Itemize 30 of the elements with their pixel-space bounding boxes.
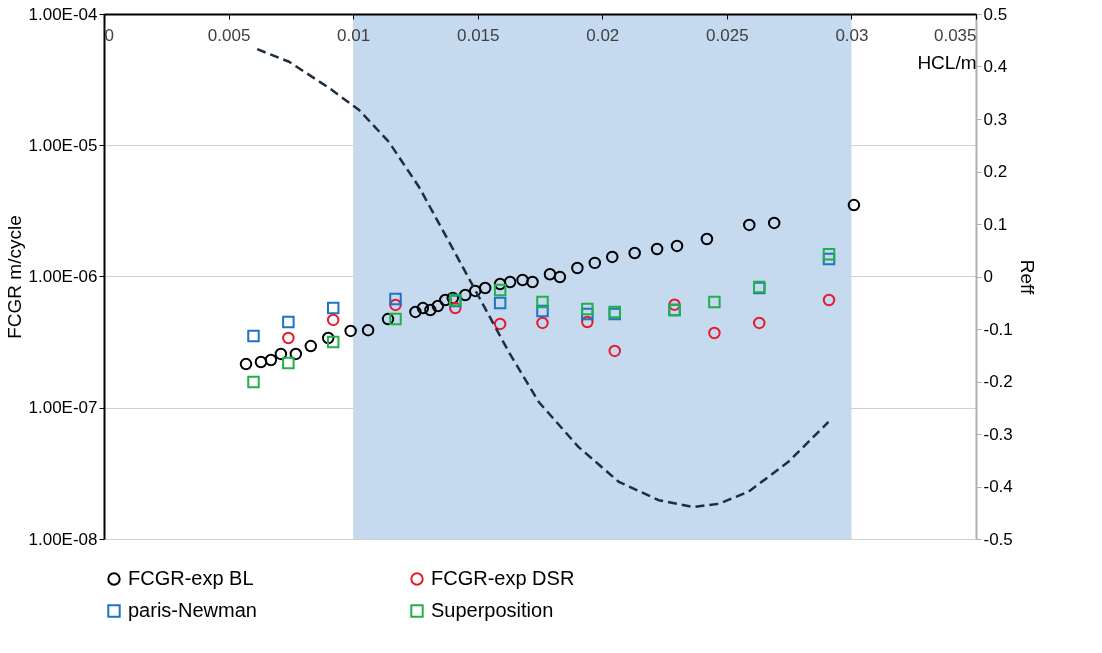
x-tick-label: 0.025 [706, 25, 749, 45]
x-tick-label: 0.035 [933, 25, 977, 45]
x-axis-title: HCL/m [917, 51, 977, 73]
legend-label: Superposition [431, 599, 554, 621]
y2-tick-label: 0.1 [983, 214, 1008, 234]
y-tick-label: 1.00E-08 [28, 529, 98, 549]
y-tick-label: 1.00E-05 [28, 135, 98, 155]
y-tick-label: 1.00E-04 [28, 4, 98, 24]
legend-label: FCGR-exp BL [128, 567, 254, 589]
y2-tick-label: -0.4 [983, 477, 1013, 496]
y2-tick-label: 0.3 [983, 109, 1008, 129]
x-tick-label: 0.01 [337, 25, 371, 45]
y2-tick-label: 0.5 [983, 4, 1008, 24]
y2-tick-label: -0.2 [983, 372, 1013, 391]
x-tick-label: 0.015 [456, 25, 500, 45]
y-axis-title: FCGR m/cycle [3, 215, 25, 339]
y2-tick-label: 0.4 [983, 57, 1008, 76]
legend-label: paris-Newman [128, 599, 257, 621]
y-tick-label: 1.00E-07 [28, 398, 98, 418]
y2-axis-title: Reff [1016, 259, 1038, 295]
y2-tick-label: -0.5 [983, 529, 1013, 549]
y2-tick-label: 0 [983, 267, 993, 286]
y2-tick-label: 0.2 [983, 162, 1008, 181]
legend-label: FCGR-exp DSR [431, 567, 575, 589]
x-tick-label: 0.02 [586, 25, 620, 45]
y-tick-label: 1.00E-06 [28, 267, 98, 286]
y2-tick-label: -0.3 [983, 424, 1013, 444]
y2-tick-label: -0.1 [983, 319, 1013, 339]
x-tick-label: 0.005 [207, 25, 251, 45]
x-tick-label: 0.03 [835, 25, 869, 45]
